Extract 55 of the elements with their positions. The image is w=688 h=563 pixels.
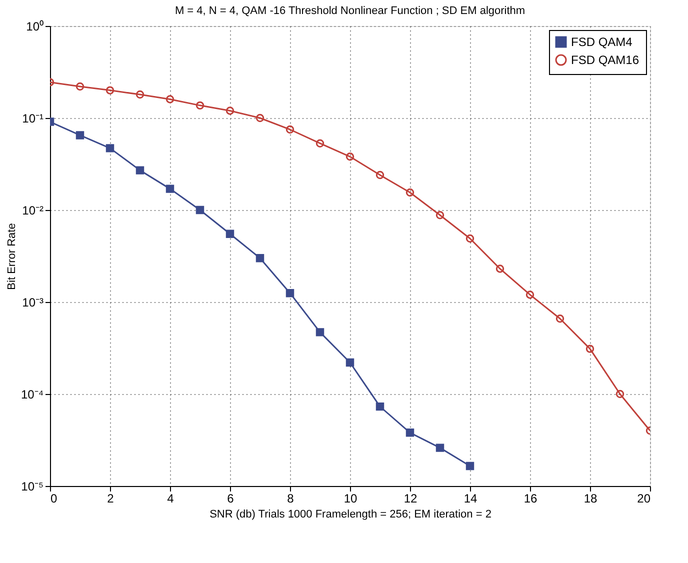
point: [586, 344, 594, 353]
y-tick-label: 10⁻¹: [22, 112, 44, 126]
point: [196, 206, 204, 214]
point: [166, 95, 174, 104]
point: [556, 314, 564, 323]
y-tick-label: 10⁰: [26, 20, 44, 34]
x-tick-label: 0: [50, 492, 58, 506]
x-tick-label: 10: [344, 492, 358, 506]
point: [526, 290, 534, 299]
y-tick-label: 10⁻⁵: [21, 480, 44, 494]
point: [286, 125, 294, 134]
point: [136, 166, 144, 174]
y-tick-label: 10⁻⁴: [20, 388, 44, 402]
point: [436, 211, 444, 220]
point: [376, 170, 384, 180]
point: [136, 90, 144, 99]
x-tick-label: 12: [404, 492, 418, 506]
y-tick-label: 10⁻²: [22, 204, 44, 218]
x-tick-label: 4: [167, 492, 174, 506]
point: [406, 428, 414, 437]
legend-label: FSD QAM4: [571, 35, 633, 49]
point: [316, 139, 324, 148]
point: [286, 288, 294, 298]
x-tick-label: 2: [107, 492, 114, 506]
x-axis-title: SNR (db) Trials 1000 Framelength = 256; EM iteration = 2: [210, 508, 492, 520]
point: [196, 101, 204, 110]
point: [226, 106, 234, 115]
y-axis-title: Bit Error Rate: [6, 223, 18, 290]
point: [346, 152, 354, 161]
x-tick-label: 8: [287, 492, 294, 506]
legend-label: FSD QAM16: [571, 53, 640, 67]
point: [376, 402, 384, 411]
point: [256, 114, 264, 122]
point: [106, 86, 114, 94]
point: [76, 131, 84, 140]
point: [226, 230, 234, 238]
point: [166, 184, 174, 193]
point: [76, 82, 84, 91]
point: [616, 390, 624, 398]
point: [466, 462, 474, 470]
point: [496, 264, 504, 273]
point: [436, 444, 444, 452]
y-tick-label: 10⁻³: [22, 296, 44, 310]
x-tick-label: 14: [464, 492, 478, 506]
chart-title: M = 4, N = 4, QAM -16 Threshold Nonlinear Function ; SD EM algorithm: [174, 5, 526, 17]
x-tick-label: 16: [524, 492, 538, 506]
point: [346, 358, 354, 367]
point: [316, 328, 324, 336]
point: [256, 254, 264, 262]
x-tick-label: 18: [584, 492, 598, 506]
point: [466, 234, 474, 243]
x-tick-label: 20: [637, 492, 651, 506]
point: [106, 144, 114, 152]
point: [406, 188, 414, 197]
x-tick-label: 6: [227, 492, 234, 506]
